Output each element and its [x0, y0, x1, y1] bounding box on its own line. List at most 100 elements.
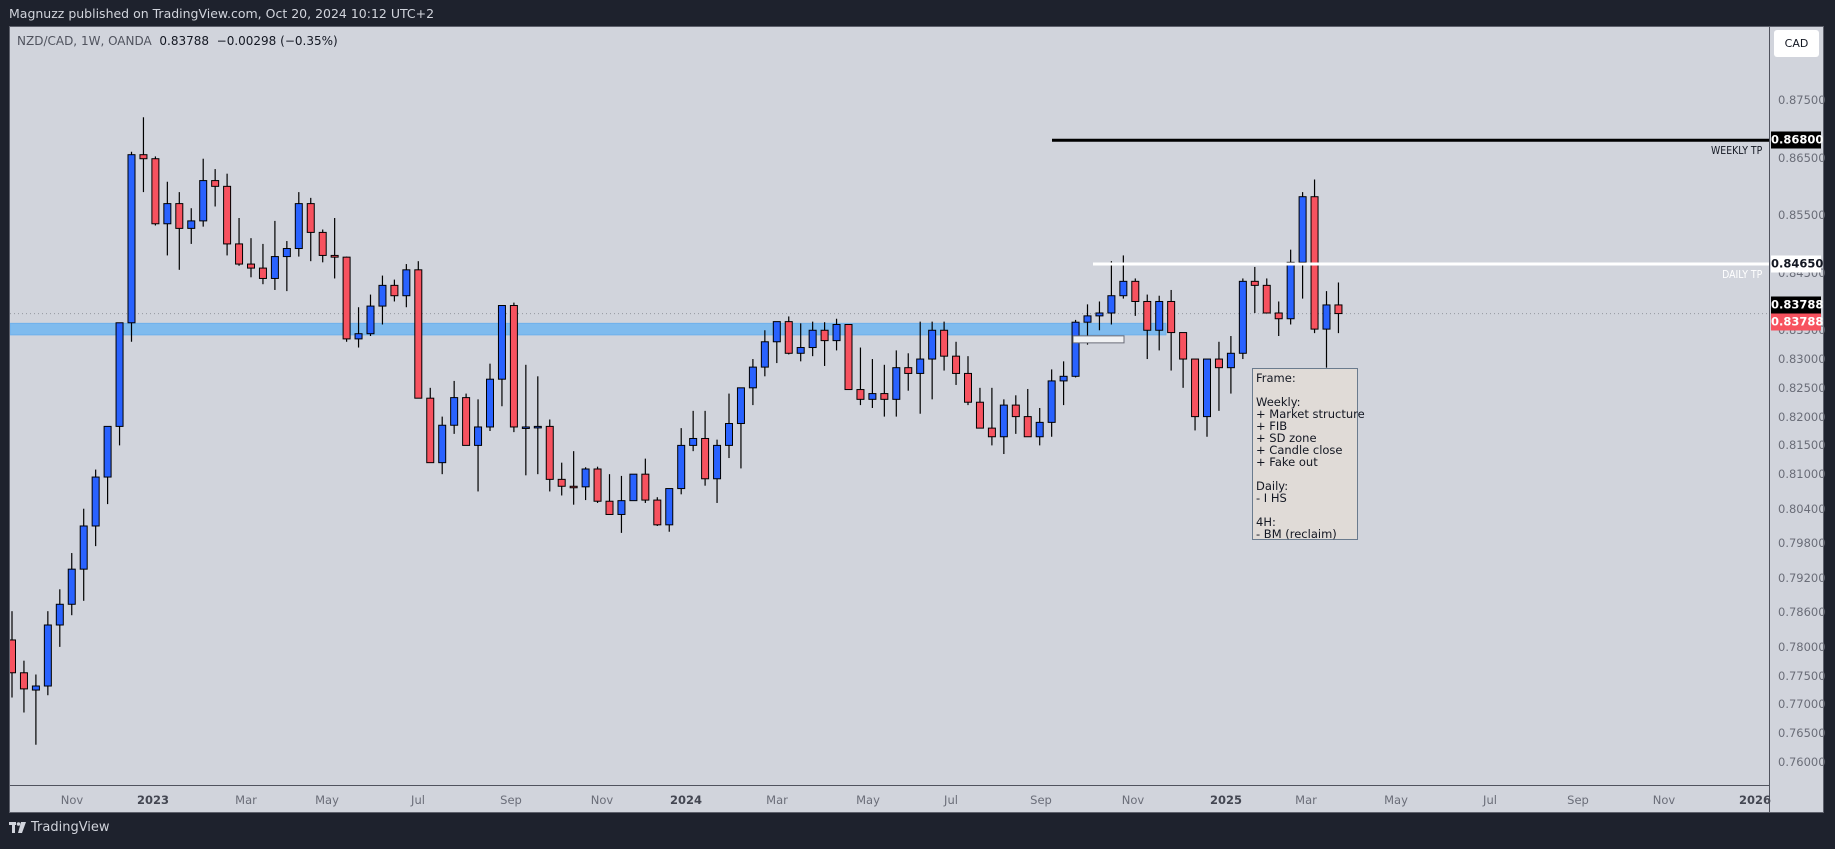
bullish-candle — [486, 378, 494, 428]
bearish-candle — [701, 437, 710, 480]
bearish-candle — [987, 427, 996, 438]
bullish-candle — [282, 248, 291, 258]
price-tick: 0.82500 — [1778, 380, 1826, 395]
bullish-candle — [1298, 196, 1307, 263]
bullish-candle — [1059, 375, 1068, 382]
bullish-candle — [999, 404, 1008, 438]
time-tick: Mar — [235, 793, 257, 807]
bearish-candle — [940, 329, 949, 357]
bullish-candle — [760, 341, 769, 368]
bearish-candle — [856, 389, 865, 400]
bullish-candle — [497, 305, 506, 380]
price-tick: 0.81500 — [1778, 438, 1826, 453]
bullish-candle — [1095, 312, 1104, 317]
bullish-candle — [1286, 261, 1295, 320]
bullish-candle — [533, 425, 542, 429]
bearish-candle — [1214, 358, 1223, 369]
price-axis[interactable]: 0.87500 0.86500 0.85500 0.84500 0.83500 0.830… — [1769, 27, 1826, 812]
time-tick: 2024 — [669, 793, 703, 807]
tradingview-logo-icon — [9, 822, 26, 833]
bullish-candle — [617, 500, 626, 515]
bearish-candle — [223, 185, 232, 245]
bullish-candle — [629, 473, 638, 502]
time-tick: Nov — [1121, 793, 1145, 807]
symbol-legend: NZD/CAD, 1W, OANDA 0.83788 −0.00298 (−0.… — [17, 33, 338, 49]
bullish-candle — [1203, 358, 1211, 418]
bullish-candle — [163, 203, 172, 225]
time-tick: Nov — [1652, 793, 1676, 807]
price-change: −0.00298 (−0.35%) — [216, 34, 338, 48]
bearish-candle — [342, 256, 351, 340]
price-tick: 0.78000 — [1778, 639, 1826, 654]
last-price-tag: 0.83788 — [1771, 313, 1824, 331]
bearish-candle — [557, 478, 566, 487]
bearish-candle — [653, 499, 662, 526]
price-tick: 0.80400 — [1778, 501, 1826, 516]
bullish-candle — [1238, 280, 1247, 354]
bearish-candle — [258, 267, 267, 279]
bullish-candle — [31, 685, 40, 691]
bearish-candle — [1262, 284, 1271, 314]
bearish-candle — [426, 397, 435, 464]
price-tick: 0.78600 — [1778, 605, 1826, 620]
time-tick: Nov — [60, 793, 84, 807]
bearish-candle — [1143, 300, 1152, 331]
last-price: 0.83788 — [159, 34, 209, 48]
bearish-candle — [306, 203, 315, 233]
bearish-candle — [1191, 358, 1200, 418]
bullish-candle — [402, 269, 411, 297]
bullish-candle — [521, 426, 530, 429]
bearish-candle — [880, 393, 889, 400]
price-tick: 0.85500 — [1778, 208, 1826, 223]
bearish-candle — [318, 231, 327, 256]
bearish-candle — [844, 324, 853, 391]
bearish-candle — [1334, 304, 1343, 315]
bullish-candle — [1119, 280, 1128, 297]
daily-tp-price-tag: 0.84650 — [1771, 255, 1824, 273]
bearish-candle — [151, 158, 160, 225]
price-tick: 0.77000 — [1778, 697, 1826, 712]
time-tick: May — [315, 793, 339, 807]
bullish-candle — [438, 424, 447, 464]
price-tick: 0.81000 — [1778, 467, 1826, 482]
bullish-candle — [115, 322, 124, 427]
bearish-candle — [593, 468, 602, 502]
currency-button[interactable]: CAD — [1774, 30, 1819, 57]
candlestick-chart[interactable] — [10, 27, 1769, 785]
bullish-candle — [43, 624, 52, 687]
bullish-candle — [713, 444, 722, 480]
time-axis[interactable]: Nov 2023 Mar May Jul Sep Nov 2024 Mar May Jul Sep No… — [10, 785, 1771, 813]
bearish-candle — [211, 180, 220, 187]
price-tick: 0.76000 — [1778, 755, 1826, 769]
bullish-candle — [725, 423, 733, 446]
sd-zone[interactable] — [10, 322, 1167, 336]
time-tick: 2025 — [1209, 793, 1243, 807]
price-tick: 0.82000 — [1778, 409, 1826, 424]
strategy-note[interactable]: Frame: Weekly: + Market structure + FIB … — [1252, 368, 1365, 540]
bullish-candle — [1071, 321, 1080, 377]
bullish-candle — [928, 329, 937, 360]
bearish-candle — [175, 203, 184, 229]
publish-info: Magnuzz published on TradingView.com, Oc… — [9, 6, 435, 21]
time-tick: Jul — [411, 793, 425, 807]
bullish-candle — [796, 347, 805, 354]
bullish-candle — [79, 525, 88, 570]
footer-brand[interactable]: TradingView — [9, 820, 110, 835]
bearish-candle — [390, 284, 399, 297]
bullish-candle — [677, 444, 686, 490]
bullish-candle — [689, 437, 698, 446]
bullish-candle — [736, 387, 745, 425]
price-tick: 0.79800 — [1778, 536, 1826, 551]
price-tick: 0.83000 — [1778, 352, 1826, 367]
bullish-candle — [127, 154, 136, 324]
bullish-candle — [1107, 295, 1116, 314]
bullish-candle — [748, 366, 757, 389]
bearish-candle — [605, 500, 614, 515]
bearish-candle — [1274, 312, 1283, 320]
bullish-candle — [67, 568, 76, 605]
bearish-candle — [964, 372, 972, 403]
price-tick: 0.87500 — [1778, 93, 1826, 107]
bullish-candle — [665, 488, 674, 526]
bearish-candle — [462, 397, 471, 446]
weekly-tp-label: WEEKLY TP — [1710, 144, 1762, 158]
